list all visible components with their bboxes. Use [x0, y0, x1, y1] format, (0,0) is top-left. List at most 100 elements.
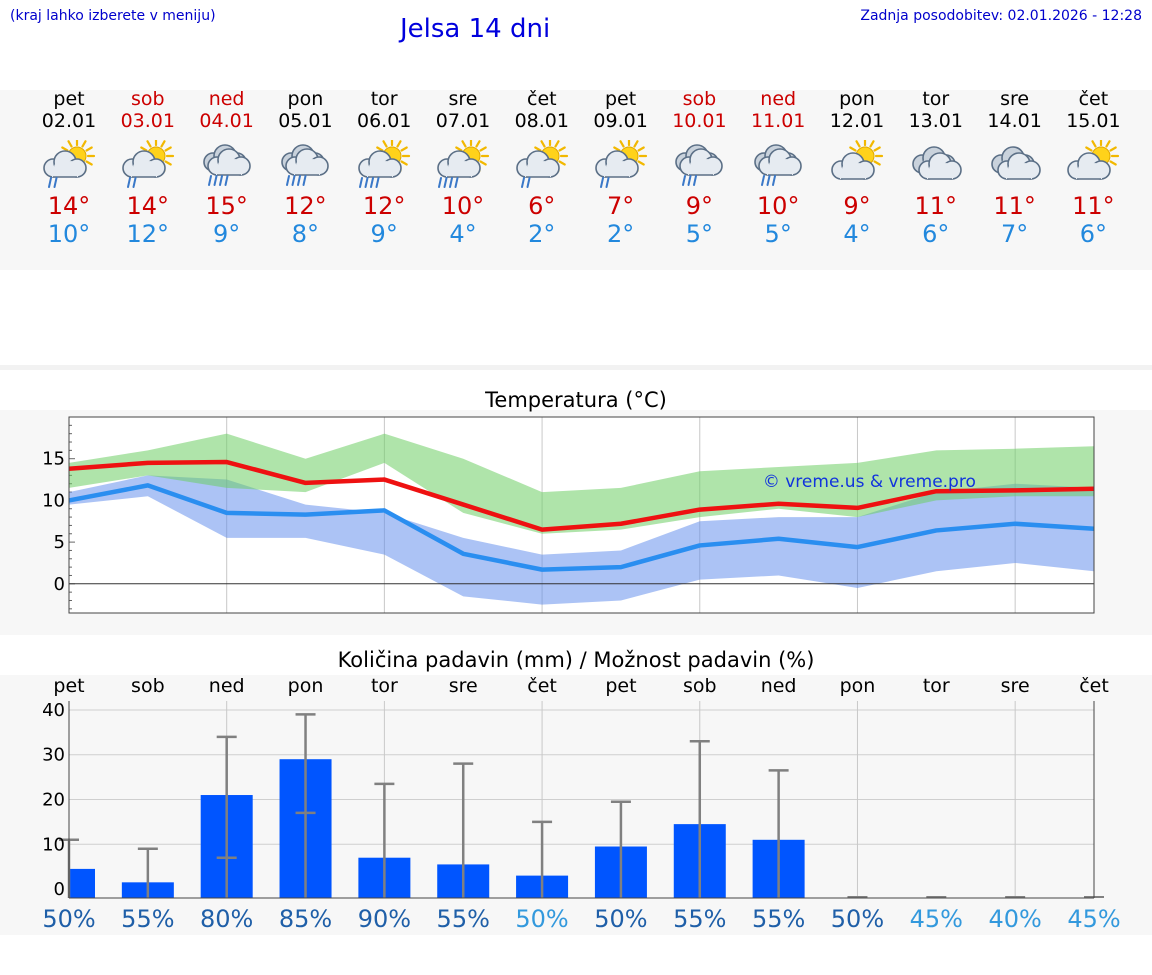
bar-day-label: pet — [605, 675, 636, 697]
precip-chance-label: 50% — [594, 905, 647, 933]
day-name: tor — [370, 88, 398, 110]
day-column: pon 05.01 12° 8° — [265, 88, 345, 248]
temp-max: 10° — [441, 192, 485, 220]
day-date: 15.01 — [1066, 110, 1121, 132]
day-column: čet 15.01 11° 6° — [1053, 88, 1133, 248]
day-column: ned 11.01 10° 5° — [738, 88, 818, 248]
bar-day-label: sob — [131, 675, 165, 697]
cloud-heavy-rain-icon — [202, 144, 251, 186]
y-tick-label: 0 — [54, 879, 65, 900]
day-date: 03.01 — [120, 110, 175, 132]
cloud-icon — [990, 146, 1041, 180]
day-date: 14.01 — [987, 110, 1042, 132]
bar-day-label: pet — [53, 675, 84, 697]
day-date: 10.01 — [672, 110, 727, 132]
tmin-range-band — [69, 475, 1094, 605]
day-name: pon — [839, 88, 875, 110]
temp-max: 11° — [993, 192, 1036, 220]
plot-frame — [68, 416, 1095, 614]
sun-cloud-rain-icon — [515, 140, 568, 188]
temp-min: 6° — [1079, 220, 1108, 248]
precip-chance-label: 45% — [910, 905, 963, 933]
temp-min: 9° — [212, 220, 241, 248]
temp-max: 12° — [362, 192, 406, 220]
temp-min: 12° — [126, 220, 170, 248]
temp-min: 2° — [528, 220, 556, 248]
temp-min: 10° — [47, 220, 91, 248]
y-tick-label: 30 — [42, 745, 65, 766]
temperature-chart: 15 10 5 0 © vreme.us & vreme.pro — [42, 416, 1095, 614]
day-name: čet — [527, 88, 557, 110]
day-column: sob 10.01 9° 5° — [659, 88, 739, 248]
cloud-rain-icon — [675, 144, 724, 186]
day-date: 04.01 — [199, 110, 254, 132]
bar-day-label: čet — [527, 675, 557, 697]
sun-cloud-rain-icon — [121, 140, 174, 188]
temp-max: 15° — [205, 192, 248, 220]
day-column: pet 02.01 14° 10° — [29, 88, 109, 248]
precip-chance-label: 80% — [200, 905, 253, 933]
bar-day-label: pon — [840, 675, 876, 697]
day-column: sre 07.01 10° 4° — [423, 88, 503, 248]
temp-max: 9° — [843, 192, 871, 220]
daily-forecast-band — [0, 90, 1152, 270]
last-update: Zadnja posodobitev: 02.01.2026 - 12:28 — [860, 8, 1142, 24]
cloud-icon — [911, 146, 962, 180]
sun-cloud-heavy-rain-icon — [358, 140, 411, 188]
tmin-series-line — [68, 483, 1095, 572]
day-date: 12.01 — [829, 110, 885, 132]
precip-chance-label: 50% — [42, 905, 95, 933]
cloud-rain-icon — [754, 144, 802, 186]
bar-day-label: pon — [288, 675, 324, 697]
y-tick-label: 5 — [54, 532, 65, 553]
day-name: sob — [131, 88, 165, 110]
day-column: tor 13.01 11° 6° — [896, 88, 976, 248]
day-date: 09.01 — [593, 110, 648, 132]
day-column: sre 14.01 11° 7° — [975, 88, 1055, 248]
temp-min: 4° — [449, 220, 477, 248]
precip-chance-label: 50% — [831, 905, 884, 933]
day-name: čet — [1078, 88, 1109, 110]
temp-max: 14° — [126, 192, 170, 220]
temperature-chart-title: Temperatura (°C) — [485, 388, 667, 412]
temp-max: 6° — [528, 192, 556, 220]
day-name: ned — [760, 88, 797, 110]
temp-min: 4° — [843, 220, 871, 248]
separator-band — [0, 365, 1152, 370]
temp-min: 2° — [606, 220, 635, 248]
precip-chance-label: 55% — [673, 905, 726, 933]
page-title: Jelsa 14 dni — [400, 14, 551, 44]
day-date: 05.01 — [278, 110, 333, 132]
temp-max: 10° — [756, 192, 800, 220]
day-column: tor 06.01 12° 9° — [344, 88, 424, 248]
precip-bar — [69, 868, 95, 898]
day-column: čet 08.01 6° 2° — [502, 88, 582, 248]
precipitation-chart: 40 30 20 10 0 pet 50% sob 55% ned 80% pon 85% tor 90% s… — [42, 675, 1121, 933]
day-name: ned — [208, 88, 245, 110]
sun-cloud-icon — [831, 140, 884, 180]
day-name: pet — [604, 88, 637, 110]
day-date: 07.01 — [435, 110, 491, 132]
precip-chance-label: 55% — [437, 905, 490, 933]
sun-cloud-heavy-rain-icon — [437, 140, 490, 188]
sun-cloud-rain-icon — [43, 140, 96, 188]
day-name: tor — [922, 88, 950, 110]
day-date: 13.01 — [908, 110, 963, 132]
temp-min: 5° — [685, 220, 714, 248]
day-date: 08.01 — [514, 110, 569, 132]
cloud-heavy-rain-icon — [281, 144, 330, 186]
precip-chance-label: 85% — [279, 905, 332, 933]
day-column: ned 04.01 15° 9° — [187, 88, 267, 248]
temp-max: 11° — [914, 192, 958, 220]
bar-day-label: ned — [209, 675, 245, 697]
temp-max: 12° — [284, 192, 327, 220]
temp-min: 6° — [922, 220, 950, 248]
watermark: © vreme.us & vreme.pro — [763, 472, 976, 492]
bar-day-label: sre — [1001, 675, 1030, 697]
y-tick-label: 40 — [42, 700, 65, 721]
temp-min: 5° — [764, 220, 792, 248]
bar-day-label: tor — [371, 675, 398, 697]
y-tick-label: 20 — [42, 790, 65, 811]
sun-cloud-rain-icon — [594, 140, 647, 188]
y-tick-label: 0 — [54, 574, 65, 595]
